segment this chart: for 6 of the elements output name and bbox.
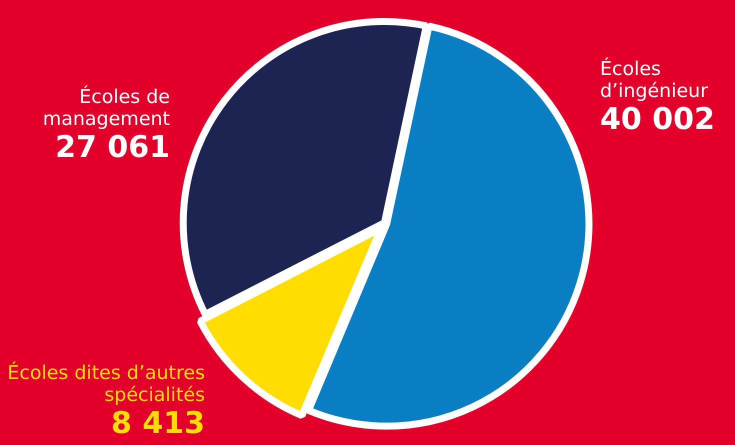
- slice-label: Écoles de management: [42, 86, 170, 130]
- slice-label: Écoles d’ingénieur: [600, 58, 710, 102]
- data-label: 27 061: [54, 130, 170, 166]
- data-label: 40 002: [600, 102, 716, 138]
- slice-label: Écoles dites d’autres spécialités: [6, 362, 205, 406]
- data-label: 8 413: [110, 406, 205, 442]
